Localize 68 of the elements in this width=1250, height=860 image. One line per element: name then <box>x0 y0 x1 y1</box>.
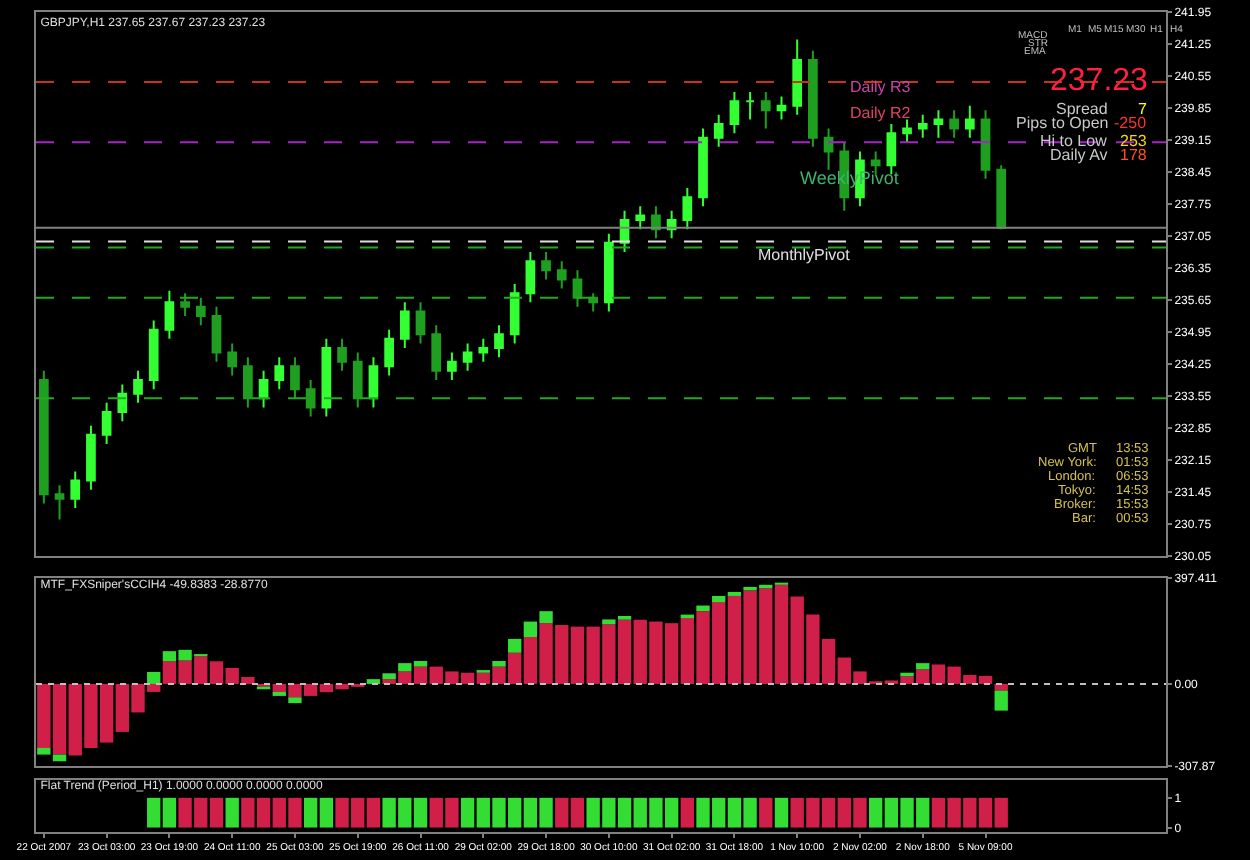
candlestick <box>525 251 536 304</box>
annotation: 253 <box>1120 132 1148 150</box>
candlestick <box>478 337 489 363</box>
candlestick <box>447 351 457 381</box>
bar <box>994 690 1008 711</box>
candlestick <box>415 301 426 345</box>
candlestick <box>431 324 442 381</box>
candlestick <box>808 49 818 148</box>
annotation: -250 <box>1114 114 1148 132</box>
annotation: 237.23 <box>1050 64 1149 98</box>
bar <box>147 671 161 684</box>
candlestick <box>745 91 755 121</box>
candlestick <box>541 251 551 281</box>
candlestick <box>651 205 661 240</box>
bar <box>382 673 396 680</box>
candlestick <box>86 424 96 491</box>
candlestick <box>776 95 787 121</box>
candlestick <box>729 91 740 135</box>
bar <box>994 683 1008 691</box>
candlestick <box>556 260 567 290</box>
candlestick <box>494 324 504 359</box>
candlestick <box>54 484 65 521</box>
bar <box>288 697 302 704</box>
candlestick <box>698 127 708 208</box>
annotation: Daily Av <box>1050 146 1108 164</box>
bar <box>696 605 710 612</box>
annotation: Spread <box>1056 100 1108 118</box>
candlestick <box>321 337 332 418</box>
candlestick <box>682 187 693 231</box>
candlestick <box>133 369 143 404</box>
candlestick <box>635 205 646 231</box>
candlestick <box>148 319 159 391</box>
bar <box>492 661 506 667</box>
bar <box>508 638 522 653</box>
annotation: Daily R3 <box>850 78 912 96</box>
candlestick <box>384 328 394 377</box>
candlestick <box>164 289 175 340</box>
candlestick <box>70 470 81 509</box>
candlestick <box>760 91 771 130</box>
ref-line-label: MonthlyPivot <box>758 246 852 264</box>
candlestick <box>117 383 128 423</box>
candlestick <box>604 232 614 313</box>
candlestick <box>227 342 238 377</box>
annotation: 178 <box>1120 146 1148 164</box>
candlestick <box>368 356 379 409</box>
candlestick <box>399 301 410 349</box>
candlestick <box>211 305 222 363</box>
candlestick <box>996 164 1007 231</box>
bar <box>916 663 930 670</box>
candlestick <box>964 104 975 139</box>
candlestick <box>713 113 724 148</box>
candlestick <box>980 109 991 180</box>
annotation: Pips to Open <box>1016 114 1109 132</box>
candlestick <box>917 113 928 139</box>
candlestick <box>509 283 520 345</box>
candlestick <box>101 401 112 445</box>
candlestick <box>933 109 944 139</box>
candlestick <box>823 127 834 171</box>
bar <box>37 747 51 755</box>
candlestick <box>274 356 285 391</box>
candlestick <box>949 109 959 139</box>
bar <box>712 595 726 603</box>
annotation: 7 <box>1138 100 1148 118</box>
candlestick <box>337 337 347 372</box>
candlestick <box>792 38 803 116</box>
candlestick <box>902 118 912 144</box>
candlestick <box>462 342 473 372</box>
annotation: Daily R2 <box>850 104 912 122</box>
